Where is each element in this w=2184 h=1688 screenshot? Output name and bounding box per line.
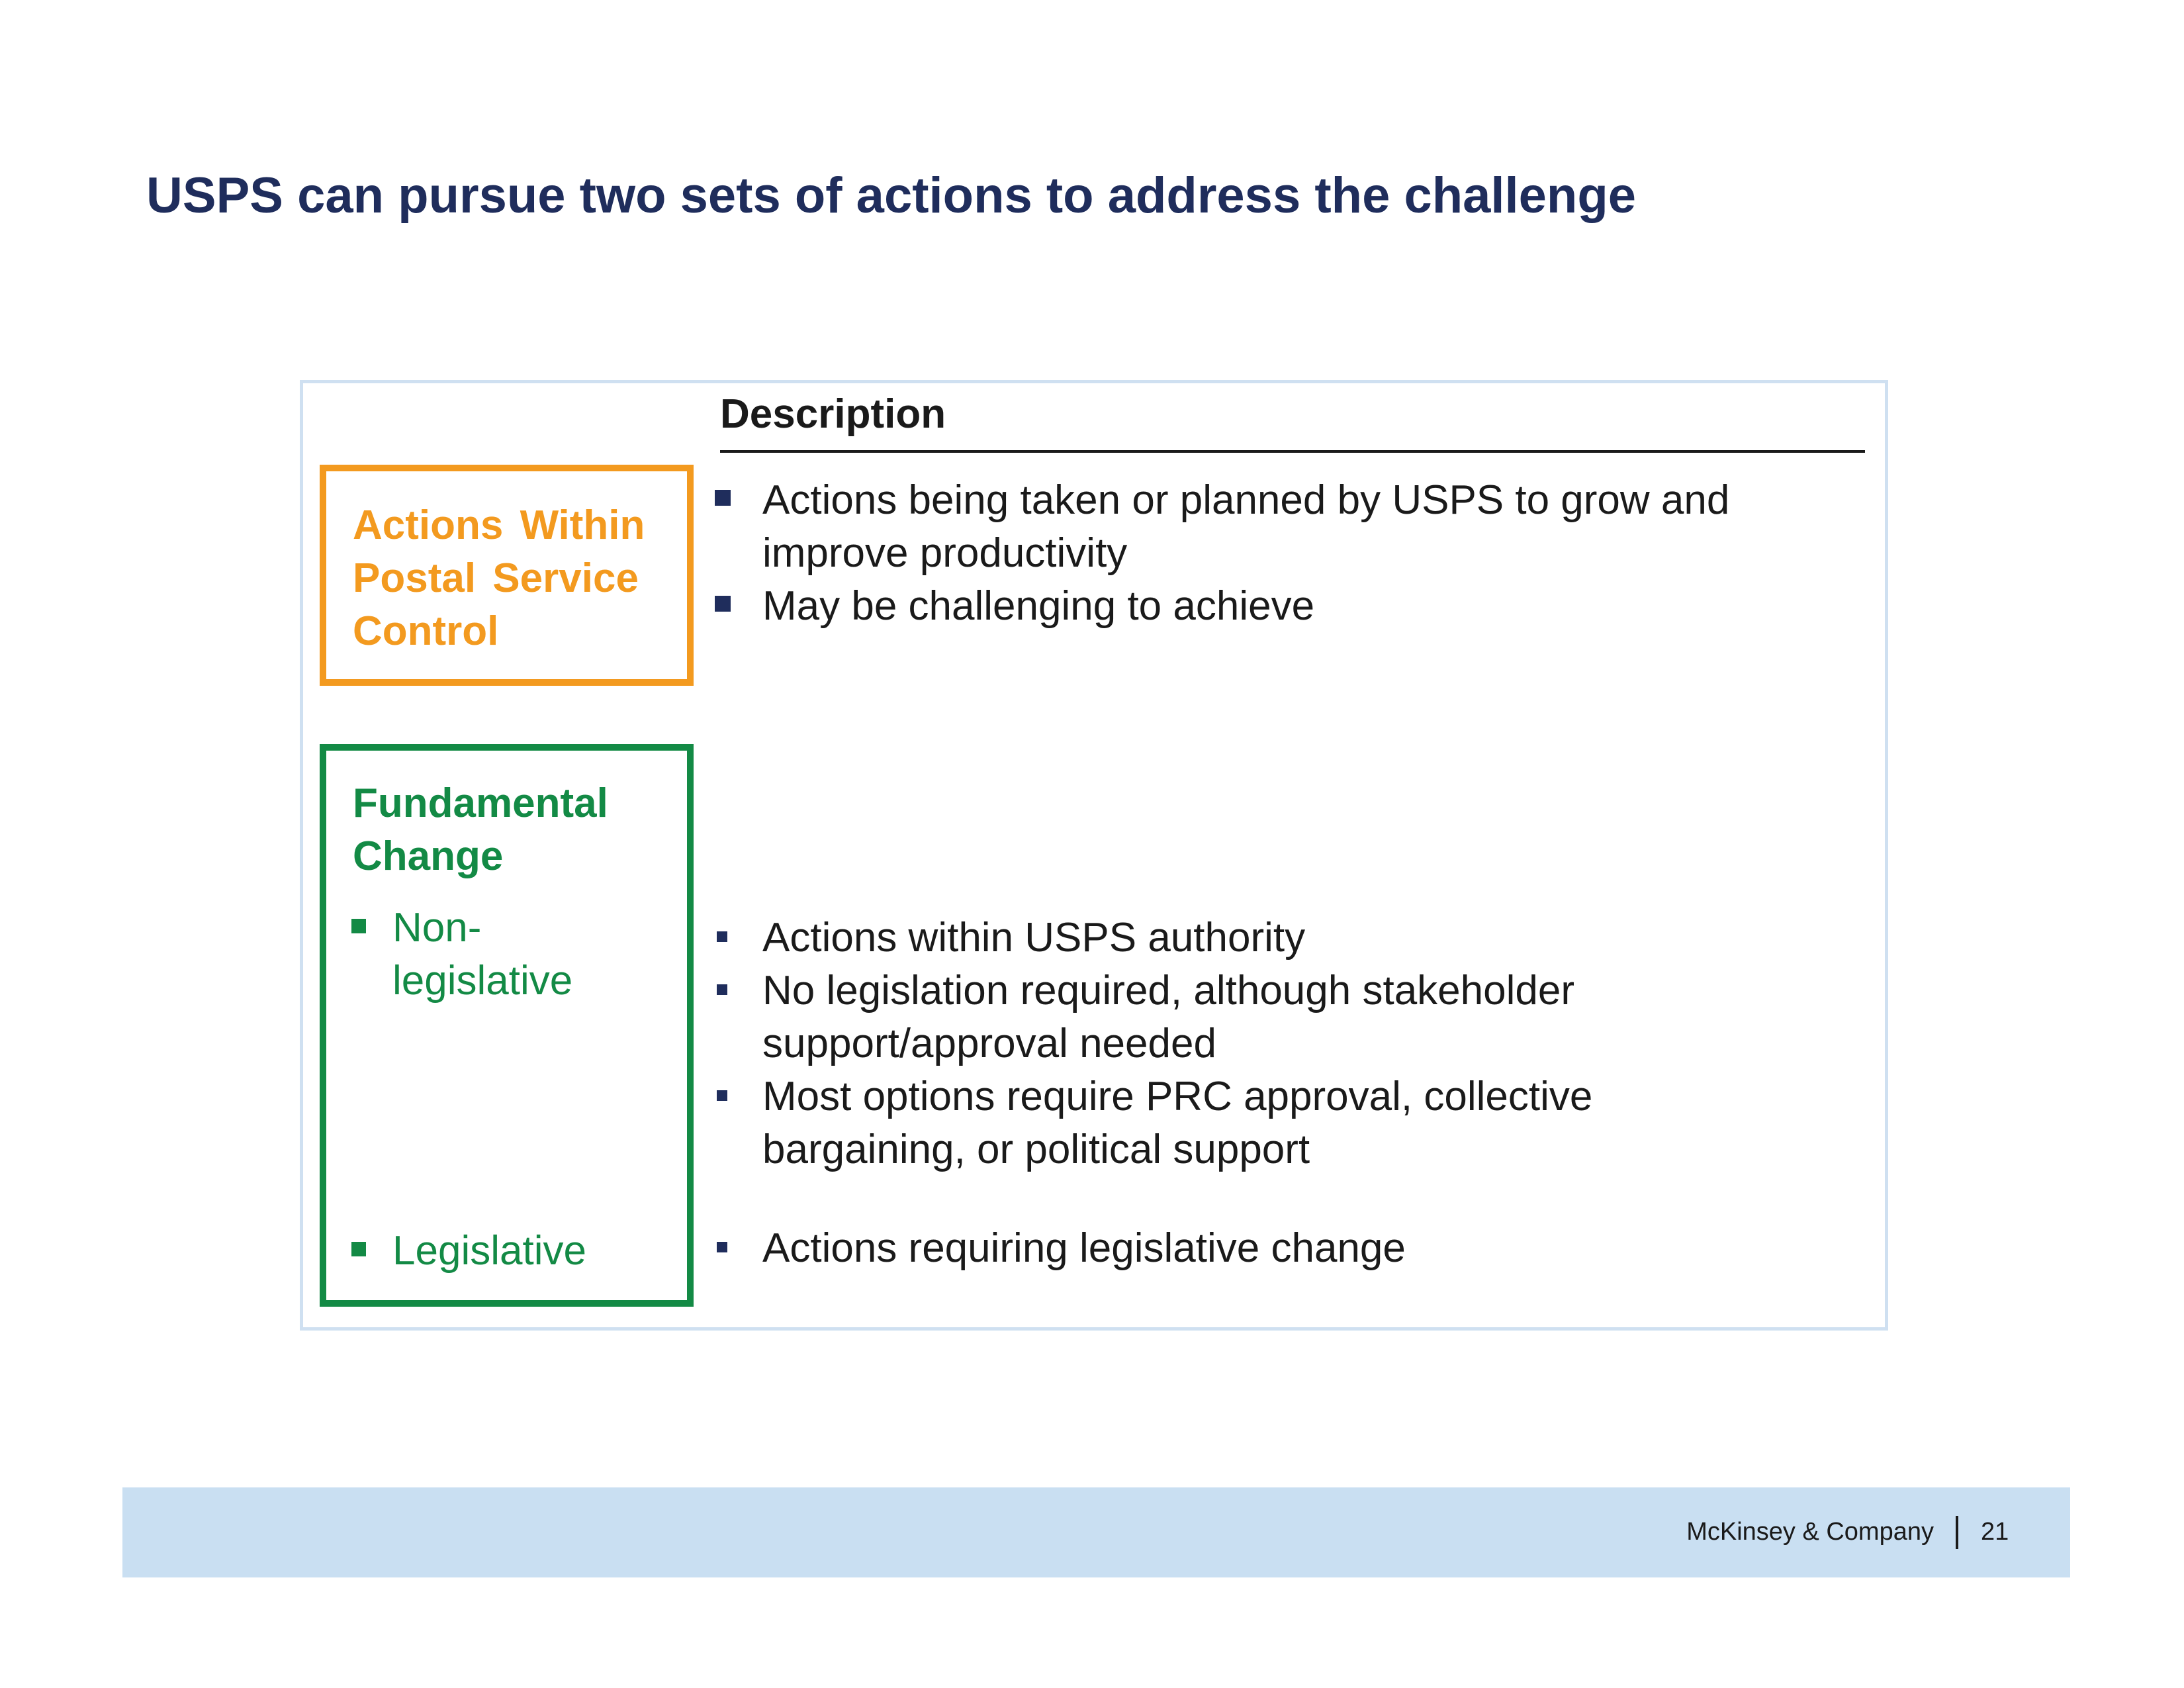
subcategory-legislative: Legislative [351,1225,586,1278]
category-title-line: Control [353,608,499,654]
category-title-fundamental-change: Fundamental Change [353,777,608,883]
subcategory-non-legislative: Non- legislative [351,902,572,1008]
category-title-line: Actions Within [353,502,645,548]
content-frame [300,380,1888,1331]
description-item: Actions requiring legislative change [711,1222,1406,1275]
description-header: Description [720,391,946,437]
description-line: Actions within USPS authority [762,915,1306,961]
description-line: Actions requiring legislative change [762,1225,1406,1271]
category-box-fundamental-change: Fundamental Change Non- legislative Legi… [320,744,694,1307]
description-item: Actions within USPS authority [711,912,1592,964]
description-item: Most options require PRC approval, colle… [711,1070,1592,1176]
description-list-legislative: Actions requiring legislative change [711,1222,1406,1275]
footer-band [122,1487,2070,1577]
category-title-line: Change [353,833,504,879]
bullet-icon [715,490,731,506]
bullet-icon [717,931,727,942]
description-item: No legislation required, although stakeh… [711,964,1592,1070]
subcategory-label-line: Non- [392,905,482,951]
category-title-line: Fundamental [353,780,608,826]
bullet-icon [717,1090,727,1101]
description-line: bargaining, or political support [762,1127,1310,1172]
page-number: 21 [1981,1518,2009,1546]
subcategory-label-line: Legislative [392,1228,586,1274]
category-title-within-control: Actions Within Postal Service Control [353,499,645,658]
description-line: improve productivity [762,530,1128,576]
bullet-icon [351,1242,366,1256]
description-divider [720,450,1865,453]
footer-company-name: McKinsey & Company [1686,1518,1934,1546]
bullet-icon [715,596,731,612]
footer-separator [1956,1516,1958,1549]
bullet-icon [717,984,727,995]
description-item: May be challenging to achieve [711,580,1729,633]
description-list-non-legislative: Actions within USPS authority No legisla… [711,912,1592,1176]
description-line: No legislation required, although stakeh… [762,968,1575,1013]
category-title-line: Postal Service [353,555,639,601]
subcategory-label-line: legislative [392,958,573,1004]
description-line: Most options require PRC approval, colle… [762,1074,1593,1119]
description-line: Actions being taken or planned by USPS t… [762,477,1730,523]
page-title: USPS can pursue two sets of actions to a… [146,167,1637,224]
category-box-within-control: Actions Within Postal Service Control [320,465,694,686]
description-line: May be challenging to achieve [762,583,1315,629]
bullet-icon [717,1242,727,1252]
description-list-within-control: Actions being taken or planned by USPS t… [711,474,1729,633]
description-line: support/approval needed [762,1021,1216,1066]
bullet-icon [351,919,366,933]
description-item: Actions being taken or planned by USPS t… [711,474,1729,580]
